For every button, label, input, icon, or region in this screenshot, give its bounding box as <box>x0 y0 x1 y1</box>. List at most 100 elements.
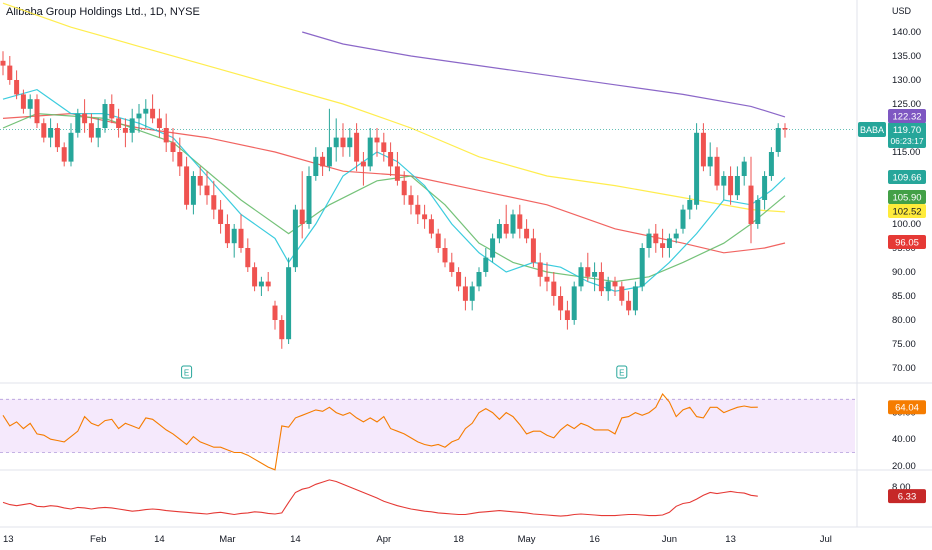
candle-body <box>646 233 652 248</box>
candle-body <box>564 310 570 320</box>
time-tick-label: Jun <box>662 534 677 545</box>
candle-body <box>660 243 666 248</box>
candle-body <box>714 156 720 186</box>
price-tick-label: 75.00 <box>892 339 916 350</box>
candle-body <box>537 262 543 277</box>
candle-body <box>218 209 224 224</box>
candle-body <box>469 286 475 301</box>
ma-value-label: 102.52 <box>892 207 921 218</box>
candle-body <box>27 99 33 109</box>
candle-body <box>707 156 713 167</box>
candle-body <box>530 238 536 263</box>
candle-body <box>272 305 278 320</box>
ma-value-label: 96.05 <box>895 238 919 249</box>
candle-body <box>680 209 686 229</box>
candle-body <box>639 248 645 287</box>
price-tick-label: 100.00 <box>892 219 921 230</box>
rsi-value-badge <box>888 400 926 415</box>
price-tick-label: 70.00 <box>892 363 916 374</box>
price-tick-label: 85.00 <box>892 291 916 302</box>
ma-value-badge <box>888 190 926 204</box>
ma-value-label: 122.32 <box>892 112 921 123</box>
candle-body <box>768 152 774 176</box>
candle-body <box>687 200 693 210</box>
candle-body <box>510 214 516 234</box>
candle-body <box>150 108 156 119</box>
candle-body <box>551 281 557 296</box>
candle-body <box>755 200 761 224</box>
candle-body <box>367 137 373 167</box>
candle-body <box>265 281 271 287</box>
candle-body <box>388 152 394 167</box>
candle-body <box>177 152 183 167</box>
time-tick-label: May <box>518 534 536 545</box>
candle-body <box>605 281 611 292</box>
earnings-marker: E <box>181 365 193 379</box>
candle-body <box>381 142 387 152</box>
candle-body <box>571 286 577 320</box>
candle-body <box>238 228 244 248</box>
candle-body <box>401 180 407 196</box>
candle-body <box>476 272 482 287</box>
candle-body <box>408 195 414 205</box>
candle-body <box>340 137 346 148</box>
candle-body <box>360 161 366 167</box>
candle-body <box>231 228 237 244</box>
candle-body <box>224 224 230 244</box>
indicator-value-label: 6.33 <box>898 492 917 503</box>
time-tick-label: Apr <box>376 534 391 545</box>
symbol-name: Alibaba Group Holdings Ltd. <box>6 6 144 18</box>
candle-body <box>748 185 754 224</box>
candle-body <box>61 147 67 162</box>
candle-body <box>211 195 217 210</box>
ma-value-label: 109.66 <box>892 173 921 184</box>
ma-value-label: 105.90 <box>892 193 921 204</box>
candle-body <box>279 320 285 340</box>
candle-body <box>68 132 74 162</box>
moving-average-line <box>2 112 786 283</box>
candle-body <box>82 113 88 124</box>
interval: 1D <box>149 6 164 18</box>
candle-body <box>619 286 625 301</box>
ma-value-badge <box>888 235 926 249</box>
candle-body <box>558 296 564 311</box>
candle-body <box>673 233 679 239</box>
candle-body <box>184 166 190 205</box>
indicator-tick-label: 8.00 <box>892 482 911 493</box>
time-tick-label: 14 <box>290 534 301 545</box>
candle-body <box>585 267 591 277</box>
candle-body <box>578 267 584 287</box>
candle-body <box>462 286 468 301</box>
candle-body <box>306 176 312 224</box>
time-tick-label: 16 <box>589 534 600 545</box>
time-tick-label: Jul <box>820 534 832 545</box>
candle-body <box>422 214 428 220</box>
candle-body <box>449 262 455 272</box>
candle-body <box>75 113 81 133</box>
candle-body <box>122 128 128 133</box>
candle-body <box>483 257 489 272</box>
candle-body <box>204 185 210 196</box>
price-tick-label: 125.00 <box>892 99 921 110</box>
earnings-marker-label: E <box>619 369 624 378</box>
candle-body <box>252 267 258 287</box>
moving-average-line <box>2 2 786 213</box>
price-tick-label: 130.00 <box>892 75 921 86</box>
rsi-tick-label: 20.00 <box>892 461 916 472</box>
price-tick-label: 115.00 <box>892 147 920 158</box>
candle-body <box>292 209 298 268</box>
price-tick-label: 135.00 <box>892 51 921 62</box>
candle-body <box>354 132 360 162</box>
candle-body <box>428 219 434 234</box>
last-price-badge <box>888 122 926 148</box>
time-tick-label: Mar <box>219 534 235 545</box>
candle-body <box>517 214 523 229</box>
candle-body <box>333 137 339 148</box>
candle-body <box>41 123 47 138</box>
rsi-line <box>2 393 758 471</box>
candle-body <box>456 272 462 287</box>
moving-average-line <box>2 112 786 254</box>
ma-value-badge <box>888 204 926 218</box>
candle-body <box>95 128 101 138</box>
